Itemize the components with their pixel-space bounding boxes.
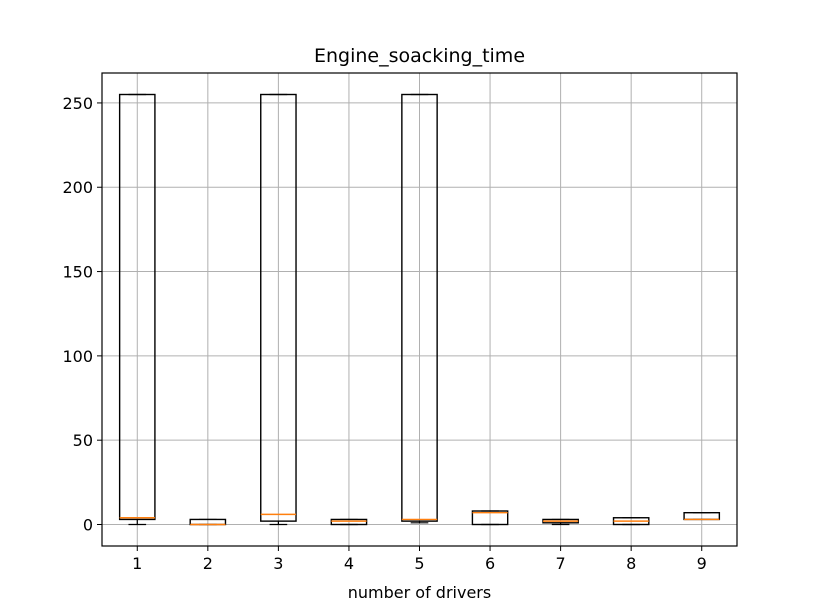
y-tick-label-50: 50 xyxy=(73,431,93,450)
x-tick-label-7: 7 xyxy=(556,554,566,573)
box-rect-4 xyxy=(330,518,368,526)
y-tick-label-150: 150 xyxy=(62,263,93,282)
x-tick-label-5: 5 xyxy=(414,554,424,573)
box-8 xyxy=(612,517,650,526)
x-tick-label-3: 3 xyxy=(273,554,283,573)
x-tick-label-8: 8 xyxy=(626,554,636,573)
x-axis-label: number of drivers xyxy=(348,583,491,602)
y-tick-label-250: 250 xyxy=(62,94,93,113)
box-rect-6 xyxy=(471,510,509,526)
box-3 xyxy=(260,93,297,526)
x-tick-label-1: 1 xyxy=(132,554,142,573)
box-4 xyxy=(330,518,368,526)
y-tick-label-0: 0 xyxy=(83,516,93,535)
y-tick-label-100: 100 xyxy=(62,347,93,366)
x-tick-label-9: 9 xyxy=(697,554,707,573)
grid-lines xyxy=(102,73,737,546)
box-1 xyxy=(118,93,156,526)
x-tick-label-4: 4 xyxy=(344,554,354,573)
box-9 xyxy=(683,511,721,521)
box-6 xyxy=(471,510,509,526)
box-5 xyxy=(401,93,438,524)
box-7 xyxy=(542,518,579,526)
x-tick-label-6: 6 xyxy=(485,554,495,573)
box-2 xyxy=(189,518,227,526)
x-tick-label-2: 2 xyxy=(203,554,213,573)
chart-title: Engine_soacking_time xyxy=(314,45,525,67)
box-rect-3 xyxy=(260,93,297,522)
y-tick-label-200: 200 xyxy=(62,178,93,197)
box-rect-1 xyxy=(118,93,156,521)
box-rect-5 xyxy=(401,93,438,522)
boxes-group xyxy=(118,93,721,526)
ticks-group: 1 2 3 4 5 6 7 8 9 0 50 100 150 200 250 xyxy=(62,94,706,573)
